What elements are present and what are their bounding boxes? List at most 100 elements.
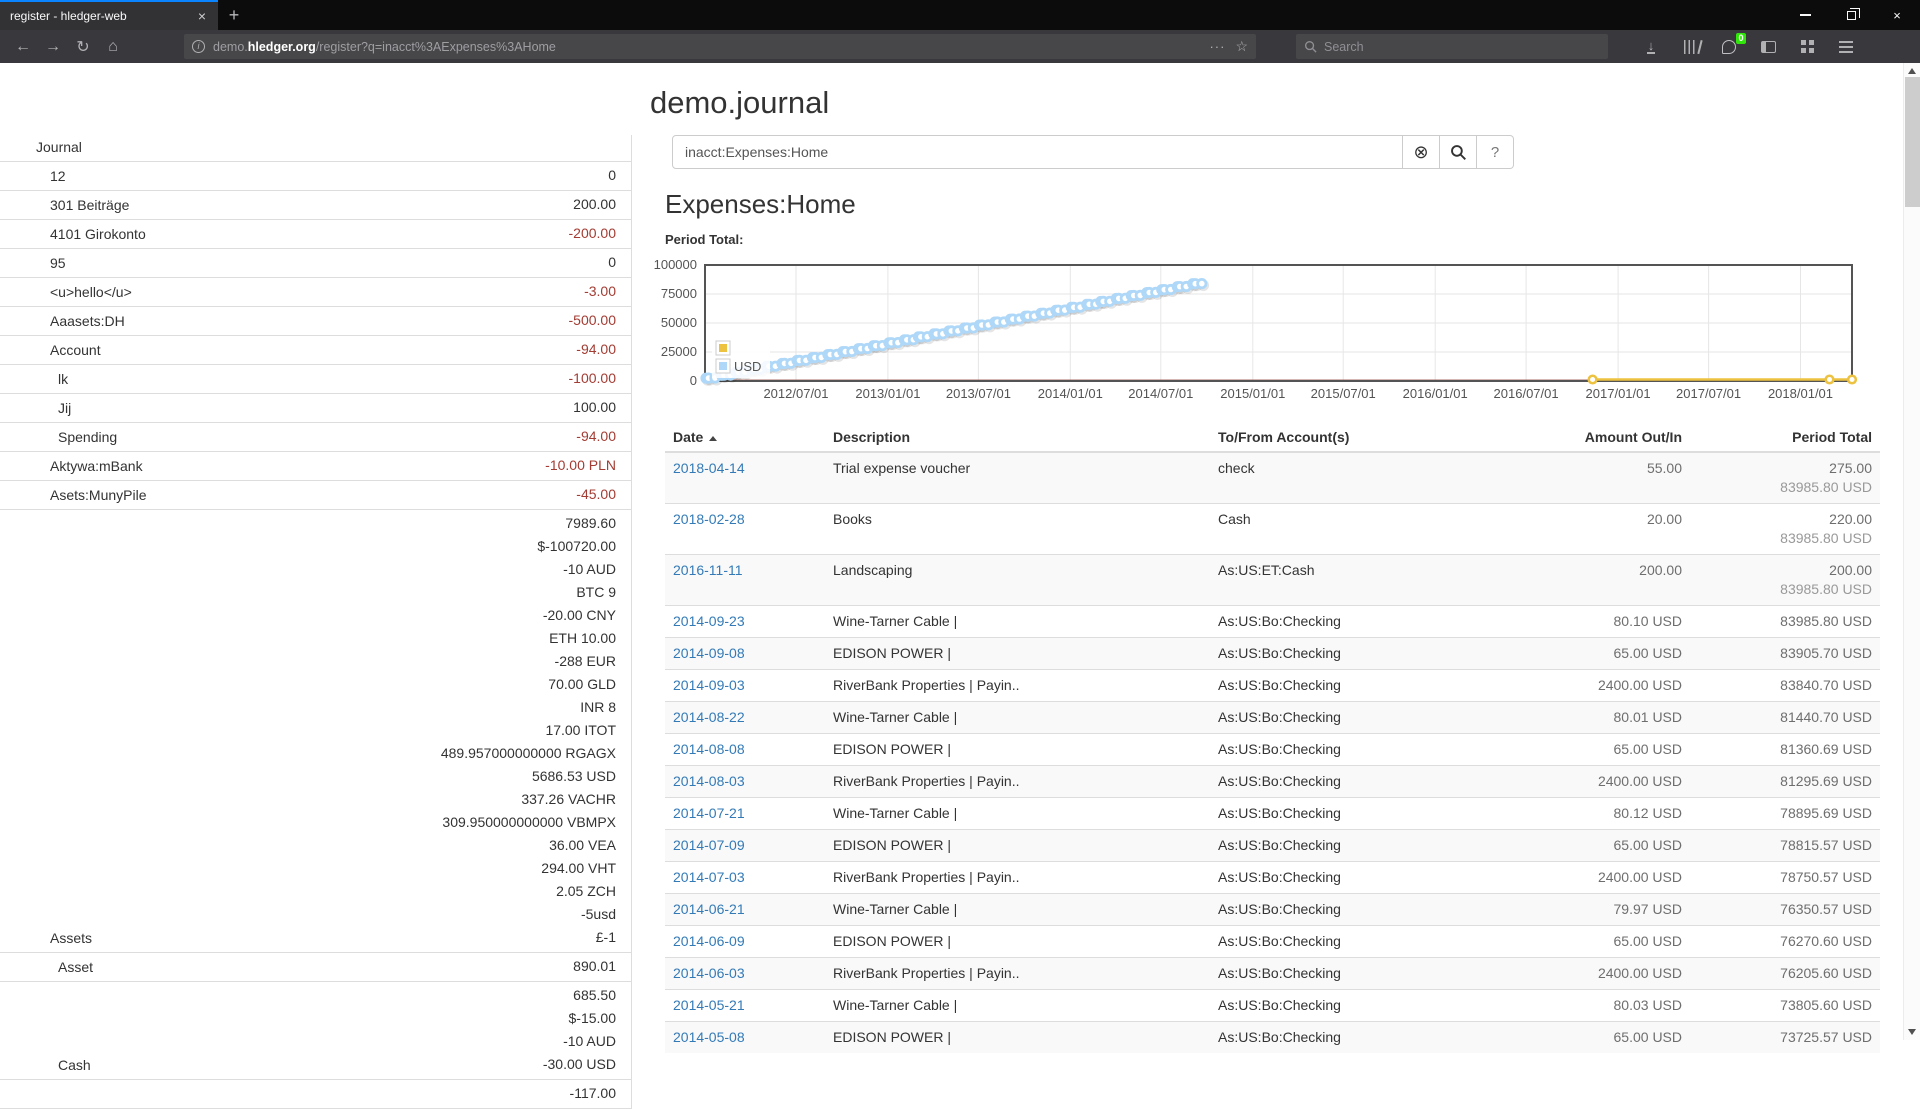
transaction-date-link[interactable]: 2016-11-11 — [673, 562, 743, 578]
account-name-link[interactable]: Jij — [58, 400, 72, 416]
extension-button[interactable]: 0 — [1714, 33, 1746, 60]
register-row[interactable]: 2014-05-21 Wine-Tarner Cable | As:US:Bo:Ch… — [665, 989, 1880, 1022]
account-name-link[interactable]: Account — [50, 342, 101, 358]
account-name-link[interactable]: Asets:MunyPile — [50, 487, 147, 503]
reload-button[interactable]: ↻ — [76, 38, 90, 56]
transaction-date-link[interactable]: 2014-07-03 — [673, 869, 745, 885]
account-balance: -94.00 — [576, 341, 616, 357]
menu-button[interactable] — [1831, 33, 1861, 60]
register-row[interactable]: 2016-11-11 Landscaping As:US:ET:Cash 200.00… — [665, 554, 1880, 606]
transaction-date-link[interactable]: 2014-06-21 — [673, 901, 745, 917]
sidebar-account-row: Asets:MunyPile -45.00 — [0, 481, 631, 510]
col-amount[interactable]: Amount Out/In — [1520, 423, 1690, 453]
account-name-link[interactable]: 4101 Girokonto — [50, 226, 146, 242]
register-row[interactable]: 2014-05-08 EDISON POWER | As:US:Bo:Checkin… — [665, 1021, 1880, 1053]
window-minimize-button[interactable] — [1782, 0, 1828, 30]
register-row[interactable]: 2014-08-08 EDISON POWER | As:US:Bo:Checkin… — [665, 733, 1880, 766]
transaction-date-link[interactable]: 2014-07-21 — [673, 805, 745, 821]
register-row[interactable]: 2014-07-09 EDISON POWER | As:US:Bo:Checkin… — [665, 829, 1880, 862]
transaction-date-link[interactable]: 2014-06-03 — [673, 965, 745, 981]
library-button[interactable] — [1675, 33, 1705, 60]
account-name-link[interactable]: 12 — [50, 168, 66, 184]
account-name-link[interactable]: Asset — [58, 959, 94, 975]
register-row[interactable]: 2014-06-09 EDISON POWER | As:US:Bo:Checkin… — [665, 925, 1880, 958]
scroll-down-arrow[interactable] — [1904, 1024, 1920, 1040]
register-row[interactable]: 2014-08-22 Wine-Tarner Cable | As:US:Bo:Ch… — [665, 701, 1880, 734]
sidebars-button[interactable] — [1753, 33, 1783, 60]
account-name-link[interactable]: Aaasets:DH — [50, 313, 125, 329]
window-restore-button[interactable] — [1828, 0, 1874, 30]
transaction-date-link[interactable]: 2014-08-22 — [673, 709, 745, 725]
transaction-date-link[interactable]: 2014-07-09 — [673, 837, 745, 853]
transaction-amount: 65.00 USD — [1520, 925, 1690, 958]
transaction-date-link[interactable]: 2014-09-08 — [673, 645, 745, 661]
account-balance: -94.00 — [576, 428, 616, 444]
downloads-button[interactable]: ↓ — [1636, 33, 1666, 60]
tab-close-icon[interactable]: × — [197, 8, 206, 24]
browser-titlebar: register - hledger-web × + × — [0, 0, 1920, 30]
account-name-link[interactable]: Journal — [36, 139, 82, 155]
bookmark-star-icon[interactable]: ☆ — [1235, 38, 1248, 54]
register-row[interactable]: 2018-04-14 Trial expense voucher check 55.0… — [665, 452, 1880, 504]
help-button[interactable]: ? — [1477, 135, 1514, 169]
account-balance: -117.00 — [569, 1085, 616, 1101]
transaction-date-link[interactable]: 2014-05-21 — [673, 997, 745, 1013]
account-name-link[interactable]: lk — [58, 371, 69, 387]
register-row[interactable]: 2014-08-03 RiverBank Properties | Payin..… — [665, 765, 1880, 798]
register-row[interactable]: 2014-09-03 RiverBank Properties | Payin..… — [665, 669, 1880, 702]
col-date[interactable]: Date — [665, 423, 825, 453]
col-period-total[interactable]: Period Total — [1690, 423, 1880, 453]
account-name-link[interactable]: Aktywa:mBank — [50, 458, 143, 474]
clear-query-button[interactable]: ⊗ — [1403, 135, 1440, 169]
transaction-accounts: As:US:Bo:Checking — [1210, 829, 1520, 862]
register-row[interactable]: 2014-06-21 Wine-Tarner Cable | As:US:Bo:Ch… — [665, 893, 1880, 926]
col-accounts[interactable]: To/From Account(s) — [1210, 423, 1520, 453]
account-name-link[interactable]: <u>hello</u> — [50, 284, 132, 300]
query-input[interactable] — [672, 135, 1403, 169]
register-row[interactable]: 2014-06-03 RiverBank Properties | Payin..… — [665, 957, 1880, 990]
transaction-accounts: As:US:Bo:Checking — [1210, 1021, 1520, 1053]
transaction-description: EDISON POWER | — [825, 1021, 1210, 1053]
transaction-description: Books — [825, 503, 1210, 555]
transaction-date-link[interactable]: 2018-02-28 — [673, 511, 745, 527]
back-button[interactable]: ← — [15, 37, 31, 55]
site-info-icon[interactable]: i — [192, 40, 205, 53]
scrollbar-thumb[interactable] — [1905, 77, 1920, 207]
register-row[interactable]: 2014-09-08 EDISON POWER | As:US:Bo:Checkin… — [665, 637, 1880, 670]
transaction-date-link[interactable]: 2018-04-14 — [673, 460, 745, 476]
svg-text:USD: USD — [734, 359, 761, 374]
window-scrollbar[interactable] — [1903, 63, 1920, 1040]
page-actions-icon[interactable]: ··· — [1209, 39, 1226, 54]
window-close-button[interactable]: × — [1893, 7, 1901, 23]
browser-search-box[interactable]: Search — [1296, 34, 1608, 59]
transaction-amount: 79.97 USD — [1520, 893, 1690, 926]
url-bar[interactable]: i demo.hledger.org/register?q=inacct%3AE… — [184, 34, 1256, 59]
sidebar-account-row: lk -100.00 — [0, 365, 631, 394]
transaction-date-link[interactable]: 2014-06-09 — [673, 933, 745, 949]
browser-tab[interactable]: register - hledger-web × — [0, 0, 218, 30]
account-name-link[interactable]: Assets — [50, 930, 93, 946]
transaction-date-link[interactable]: 2014-09-03 — [673, 677, 745, 693]
transaction-amount: 65.00 USD — [1520, 1021, 1690, 1053]
register-row[interactable]: 2014-09-23 Wine-Tarner Cable | As:US:Bo:Ch… — [665, 605, 1880, 638]
period-total-chart[interactable]: 0 25000 50000 75000 100000 2012/07/01 2013/01/… — [650, 253, 1880, 413]
account-name-link[interactable]: Cash — [58, 1057, 91, 1073]
register-row[interactable]: 2014-07-03 RiverBank Properties | Payin..… — [665, 861, 1880, 894]
transaction-date-link[interactable]: 2014-08-08 — [673, 741, 745, 757]
new-tab-button[interactable]: + — [228, 4, 240, 25]
register-row[interactable]: 2014-07-21 Wine-Tarner Cable | As:US:Bo:Ch… — [665, 797, 1880, 830]
home-button[interactable]: ⌂ — [108, 37, 118, 55]
transaction-date-link[interactable]: 2014-09-23 — [673, 613, 745, 629]
col-description[interactable]: Description — [825, 423, 1210, 453]
pocket-grid-button[interactable] — [1792, 33, 1822, 60]
transaction-description: Wine-Tarner Cable | — [825, 605, 1210, 638]
search-button[interactable] — [1440, 135, 1477, 169]
transaction-date-link[interactable]: 2014-05-08 — [673, 1029, 745, 1045]
account-name-link[interactable]: 95 — [50, 255, 66, 271]
account-name-link[interactable]: Spending — [58, 429, 118, 445]
transaction-date-link[interactable]: 2014-08-03 — [673, 773, 745, 789]
account-name-link[interactable]: 301 Beiträge — [50, 197, 130, 213]
forward-button[interactable]: → — [45, 37, 61, 55]
scroll-up-arrow[interactable] — [1904, 63, 1920, 79]
register-row[interactable]: 2018-02-28 Books Cash 20.00 220.00 83985.80 U… — [665, 503, 1880, 555]
